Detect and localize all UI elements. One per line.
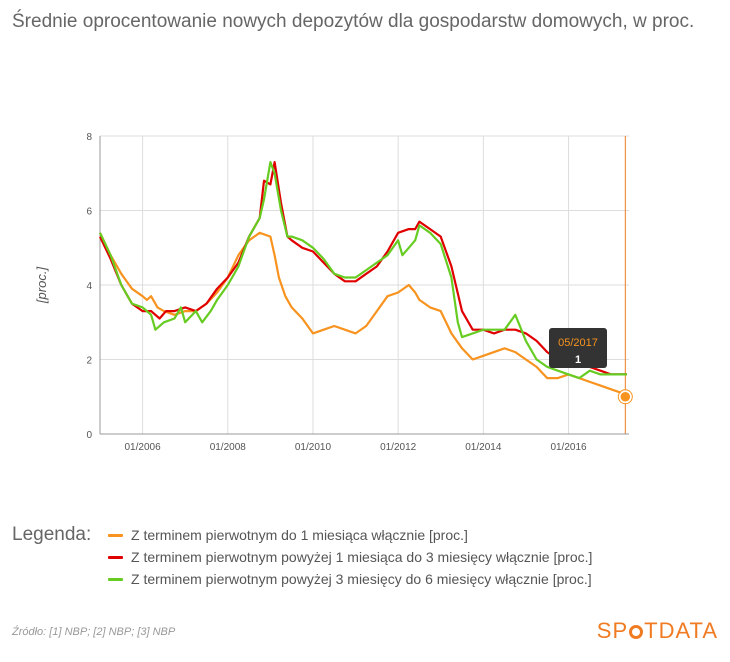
legend-item-green[interactable]: Z terminem pierwotnym powyżej 3 miesięcy… xyxy=(108,568,592,590)
legend-heading: Legenda: xyxy=(12,524,92,545)
legend-label: Z terminem pierwotnym do 1 miesiąca włąc… xyxy=(131,527,468,543)
tooltip: 05/2017 1 xyxy=(549,328,607,368)
legend-swatch xyxy=(108,533,123,537)
legend-item-orange[interactable]: Z terminem pierwotnym do 1 miesiąca włąc… xyxy=(108,524,592,546)
y-tick-label: 4 xyxy=(86,281,92,292)
series-line-3[interactable] xyxy=(99,161,627,380)
tooltip-value: 1 xyxy=(575,354,581,366)
brand-logo[interactable]: SP TDATA xyxy=(597,618,718,644)
brand-o-icon xyxy=(629,625,644,639)
x-tick-label: 01/2012 xyxy=(380,442,417,453)
x-tick-label: 01/2010 xyxy=(295,442,332,453)
x-tick-label: 01/2006 xyxy=(125,442,162,453)
source-note: Źródło: [1] NBP; [2] NBP; [3] NBP xyxy=(12,626,176,638)
y-tick-label: 2 xyxy=(86,356,92,367)
brand-text-end: TDATA xyxy=(644,618,718,643)
highlight-marker[interactable] xyxy=(617,389,633,405)
axes: 0 2 4 6 8 01/2006 01/2008 01/2010 01/2012 01/2014… xyxy=(34,132,629,453)
y-axis-label: [proc.] xyxy=(34,267,49,305)
legend: Z terminem pierwotnym do 1 miesiąca włąc… xyxy=(108,524,592,590)
y-tick-label: 8 xyxy=(86,132,92,143)
grid xyxy=(100,135,629,434)
line-chart[interactable]: 0 2 4 6 8 01/2006 01/2008 01/2010 01/2012 01/2014… xyxy=(0,0,730,500)
tooltip-date: 05/2017 xyxy=(558,337,598,349)
x-tick-label: 01/2008 xyxy=(210,442,247,453)
chart-title: Średnie oprocentowanie nowych depozytów … xyxy=(12,11,695,32)
legend-label: Z terminem pierwotnym powyżej 1 miesiąca… xyxy=(131,549,593,565)
y-tick-label: 6 xyxy=(86,207,92,218)
y-tick-label: 0 xyxy=(86,430,92,441)
legend-swatch xyxy=(108,577,123,581)
brand-text-start: SP xyxy=(596,618,629,643)
series-lines[interactable] xyxy=(99,161,628,398)
x-tick-label: 01/2014 xyxy=(465,442,502,453)
highlight-ring xyxy=(617,389,633,405)
legend-swatch xyxy=(108,555,123,559)
highlight-point[interactable] xyxy=(619,390,632,403)
legend-item-red[interactable]: Z terminem pierwotnym powyżej 1 miesiąca… xyxy=(108,546,592,568)
x-tick-label: 01/2016 xyxy=(550,442,587,453)
tooltip-box xyxy=(549,328,607,368)
series-line-2[interactable] xyxy=(99,161,627,376)
legend-label: Z terminem pierwotnym powyżej 3 miesięcy… xyxy=(131,571,592,587)
series-line-1[interactable] xyxy=(99,231,628,398)
